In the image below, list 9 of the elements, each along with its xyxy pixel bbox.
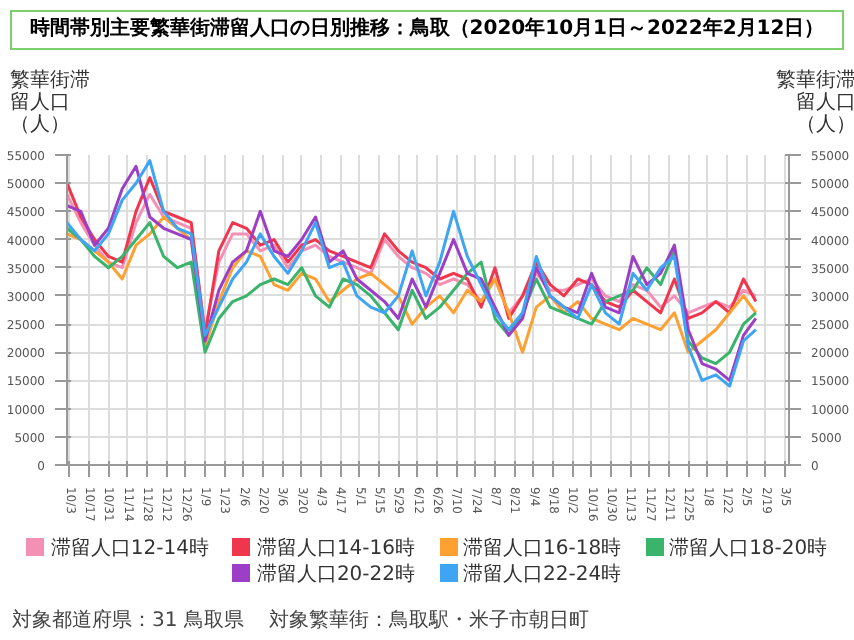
- legend-label: 滞留人口22-24時: [461, 562, 622, 589]
- legend-label: 滞留人口14-16時: [254, 536, 415, 563]
- text: 対象都道府県：31 鳥取県 対象繁華街：鳥取駅・米子市朝日町: [12, 610, 590, 633]
- legend-label: 滞留人口20-22時: [254, 562, 415, 589]
- y-axis-title: 繁華街滞留人口（人）: [10, 70, 92, 137]
- chart-title: 時間帯別主要繁華街滞留人口の日別推移：鳥取（2020年10月1日～2022年2月12日）: [29, 16, 825, 44]
- legend-label: 滞留人口18-20時: [667, 536, 828, 563]
- legend-label: 滞留人口12-14時: [48, 536, 209, 563]
- legend-label: 滞留人口16-18時: [461, 536, 622, 563]
